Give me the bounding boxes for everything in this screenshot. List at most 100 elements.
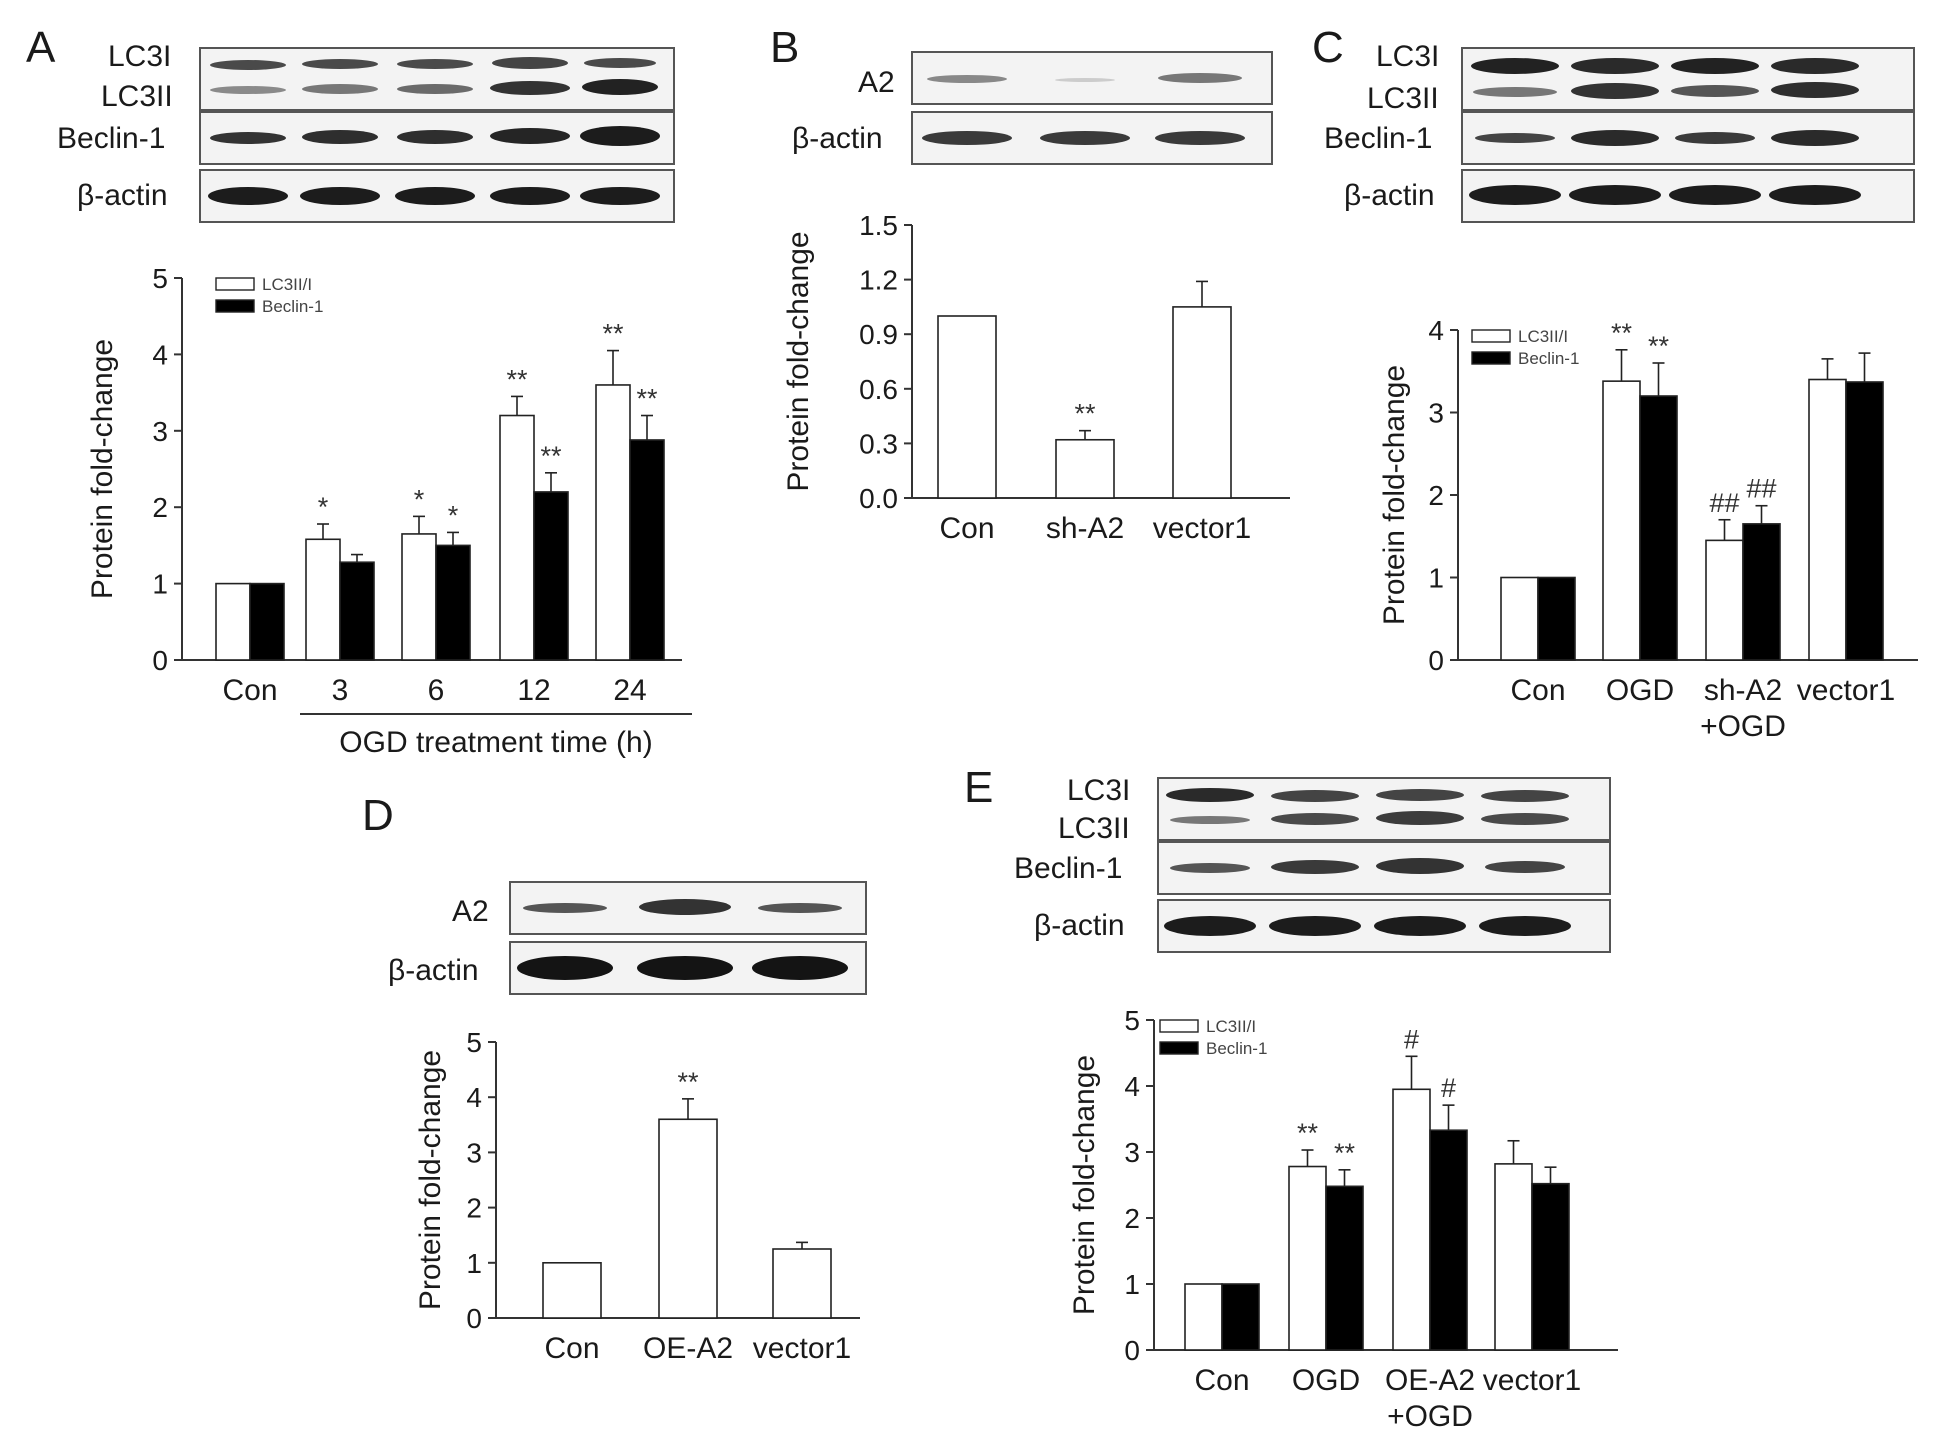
x-tick-label: OGD [1606,674,1674,707]
legend-label: Beclin-1 [1206,1039,1267,1058]
significance-label: ** [602,319,624,349]
bar-filled [1429,1129,1468,1351]
significance-label: * [448,500,459,530]
bar-filled [435,544,471,661]
y-tick-label: 3 [1124,1137,1140,1168]
y-tick-label: 2 [1428,480,1444,511]
y-tick-label: 3 [466,1137,482,1168]
y-tick-label: 4 [466,1082,482,1113]
legend-label: LC3II/I [1206,1017,1256,1036]
blot-label-lc3i: LC3I [1376,40,1439,73]
y-tick-label: 2 [152,492,168,523]
panel-letter-b: B [770,23,799,72]
bar-open [1808,378,1847,661]
y-tick-label: 0.3 [859,428,898,459]
bar-filled [1531,1182,1570,1351]
significance-label: * [318,492,329,522]
legend-label: LC3II/I [262,275,312,294]
bar-filled [1221,1283,1260,1351]
bar-filled [1742,523,1781,661]
y-tick-label: 1 [1124,1269,1140,1300]
y-tick-label: 1 [466,1248,482,1279]
bar-filled [339,561,375,661]
y-tick-label: 4 [1428,315,1444,346]
panel-letter-e: E [964,763,993,812]
blot-label-lc3ii: LC3II [101,80,173,113]
panel-e: E LC3I LC3II Beclin-1 β-actin [964,763,1618,1433]
bar-filled [1845,381,1884,661]
significance-label: # [1441,1073,1456,1103]
legend-swatch [215,277,255,291]
bar-chart-d: 0 1 2 3 4 5 Protein fold-change Con ** OE-A2 vecto… [414,1027,860,1365]
y-tick-label: 0 [1428,645,1444,676]
significance-label: ** [1334,1138,1356,1168]
western-blot-lc3 [1461,47,1915,111]
y-tick-label: 0.0 [859,483,898,514]
bar-open [1184,1283,1223,1351]
beclin1-bands [1475,130,1859,146]
significance-label: ** [677,1067,699,1097]
bar-filled [1537,576,1576,661]
y-tick-label: 4 [152,339,168,370]
y-tick-label: 5 [1124,1005,1140,1036]
y-tick-label: 5 [152,263,168,294]
blot-label-beclin1: Beclin-1 [57,122,165,155]
significance-label: ** [540,441,562,471]
y-tick-label: 1 [1428,563,1444,594]
y-tick-label: 3 [1428,398,1444,429]
a2-bands [927,73,1242,83]
bar-open [1494,1163,1533,1351]
lc3ii-bands [1473,82,1859,99]
x-tick-label: 3 [332,674,349,707]
panel-letter-d: D [362,791,394,840]
y-tick-label: 0 [1124,1335,1140,1366]
legend-swatch [1159,1019,1199,1033]
western-blot-lc3 [199,47,675,111]
bar-open [542,1262,602,1319]
bar-filled [533,491,569,661]
legend-swatch [1471,351,1511,365]
y-axis-label: Protein fold-change [86,339,119,599]
x-tick-label: vector1 [1153,512,1251,545]
y-axis-label: Protein fold-change [414,1050,447,1310]
x-axis-title: OGD treatment time (h) [339,726,652,759]
bar-filled [1325,1185,1364,1351]
y-tick-label: 0 [466,1303,482,1334]
blot-label-beta-actin: β-actin [1034,909,1125,942]
x-tick-label: vector1 [1797,674,1895,707]
bar-filled [249,582,285,661]
significance-label: ## [1709,488,1739,518]
blot-label-lc3i: LC3I [1067,774,1130,807]
x-tick-label: 6 [428,674,445,707]
bar-open [499,414,535,661]
beta-actin-bands [517,956,848,980]
bar-open [1392,1088,1431,1351]
western-blot-lc3 [1157,777,1611,841]
bar-filled [629,439,665,661]
bar-open [1172,306,1232,499]
y-tick-label: 0.9 [859,319,898,350]
y-tick-label: 3 [152,416,168,447]
blot-label-beta-actin: β-actin [1344,179,1435,212]
significance-label: ** [1648,331,1670,361]
bar-open [1288,1165,1327,1351]
y-axis-label: Protein fold-change [782,231,815,491]
x-tick-label: 12 [517,674,550,707]
blot-label-beta-actin: β-actin [77,179,168,212]
beclin1-bands [1170,858,1565,874]
x-tick-label: OE-A2 [1385,1364,1475,1397]
x-tick-label: Con [544,1332,599,1365]
y-tick-label: 1.5 [859,210,898,241]
bar-open [305,538,341,661]
panel-b: B A2 β-actin 0.0 0.3 0.6 0.9 1.2 1.5 Protein f… [770,23,1290,545]
y-tick-label: 2 [1124,1203,1140,1234]
legend-label: Beclin-1 [1518,349,1579,368]
x-tick-label: Con [939,512,994,545]
legend-swatch [215,299,255,313]
bar-open [658,1118,718,1319]
lc3i-bands [1471,58,1859,74]
beta-actin-bands [1164,916,1571,936]
blot-label-beta-actin: β-actin [388,954,479,987]
lc3ii-bands [1170,811,1569,825]
